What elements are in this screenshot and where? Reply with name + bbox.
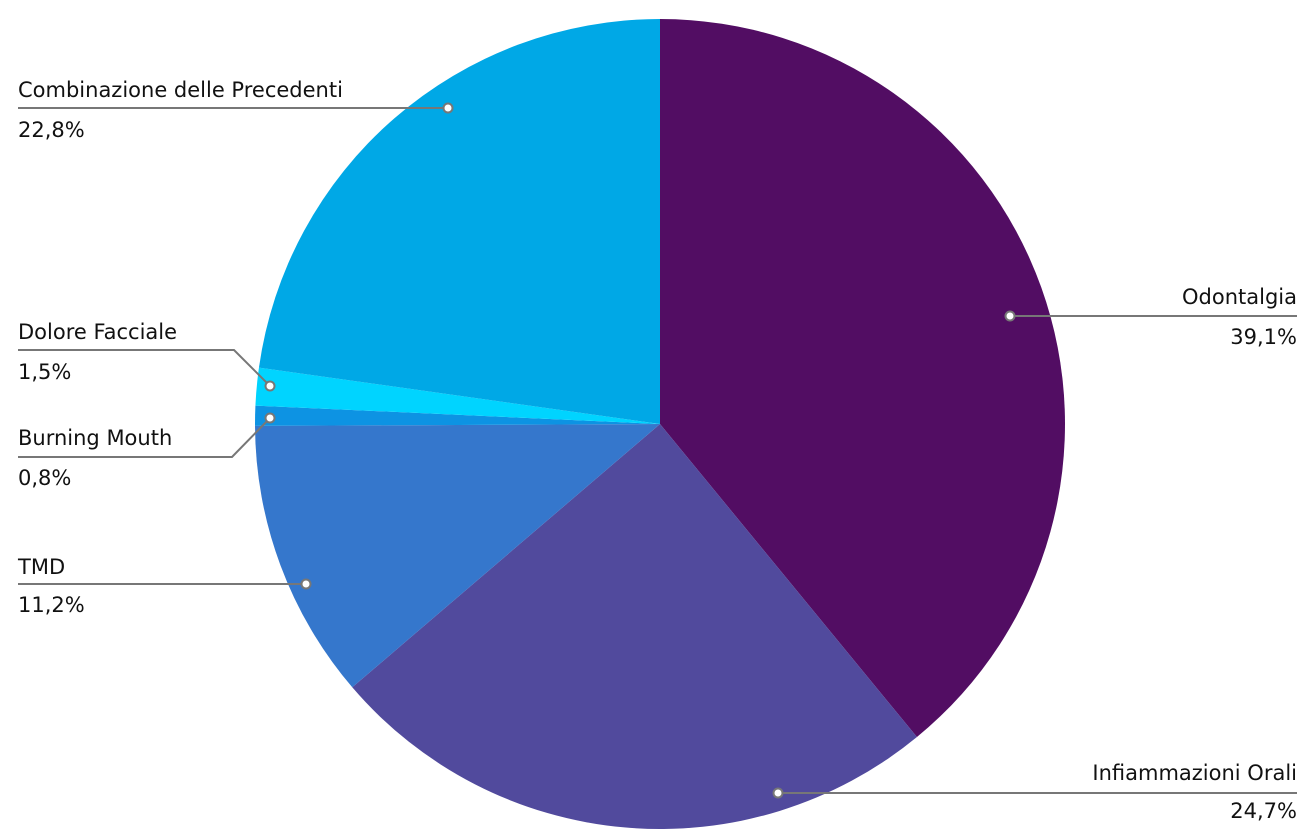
value-label: 39,1%: [1230, 325, 1297, 349]
slice-label: Combinazione delle Precedenti: [18, 78, 343, 102]
pie-slice: [255, 367, 660, 424]
leader-dot: [264, 412, 276, 424]
leader-line: [18, 349, 271, 387]
value-label: 11,2%: [18, 593, 85, 617]
slice-label: Infiammazioni Orali: [1092, 761, 1297, 785]
leader-dot: [264, 380, 276, 392]
value-label: 0,8%: [18, 466, 71, 490]
leader-dot: [1004, 310, 1016, 322]
leader-line: [18, 417, 271, 458]
value-label: 1,5%: [18, 360, 71, 384]
pie-slice: [352, 424, 917, 830]
slice-label: TMD: [17, 555, 65, 579]
pie-slice: [255, 424, 660, 688]
leader-dot: [772, 787, 784, 799]
value-label: 22,8%: [18, 118, 85, 142]
slice-label: Burning Mouth: [18, 426, 172, 450]
leader-dot: [300, 578, 312, 590]
pie-slice: [660, 19, 1066, 738]
pie-slice: [255, 405, 660, 426]
pie-slice: [258, 18, 660, 425]
slice-label: Dolore Facciale: [18, 320, 177, 344]
leader-dot: [442, 102, 454, 114]
value-label: 24,7%: [1230, 799, 1297, 823]
slice-label: Odontalgia: [1182, 285, 1297, 309]
